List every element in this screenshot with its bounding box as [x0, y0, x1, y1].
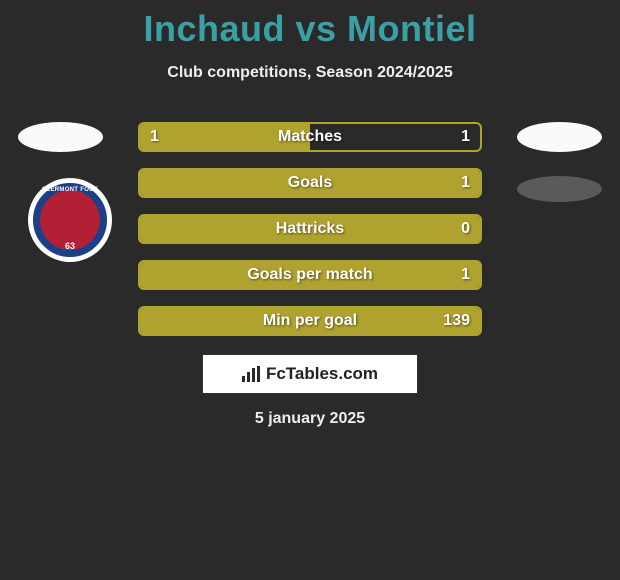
club-right-placeholder-icon: [517, 176, 602, 202]
page-title: Inchaud vs Montiel: [0, 0, 620, 50]
stat-row: Min per goal139: [138, 306, 482, 336]
player-right-placeholder-icon: [517, 122, 602, 152]
stat-right-value: 1: [461, 128, 470, 146]
club-left-logo-icon: CLERMONT FOOT 63: [28, 178, 112, 262]
brand-attribution[interactable]: FcTables.com: [202, 354, 418, 394]
stats-list: 1Matches1Goals1Hattricks0Goals per match…: [138, 122, 482, 352]
stat-row: 1Matches1: [138, 122, 482, 152]
stat-label: Goals: [140, 174, 480, 192]
stat-right-value: 1: [461, 266, 470, 284]
stat-label: Matches: [140, 128, 480, 146]
club-logo-bottom-text: 63: [65, 241, 75, 251]
stat-right-value: 0: [461, 220, 470, 238]
stat-right-value: 1: [461, 174, 470, 192]
stat-label: Hattricks: [140, 220, 480, 238]
stat-label: Min per goal: [140, 312, 480, 330]
stat-label: Goals per match: [140, 266, 480, 284]
player-left-placeholder-icon: [18, 122, 103, 152]
stat-row: Goals1: [138, 168, 482, 198]
club-logo-top-text: CLERMONT FOOT: [33, 187, 107, 193]
date-text: 5 january 2025: [0, 410, 620, 428]
brand-bars-icon: [242, 366, 262, 382]
stat-row: Hattricks0: [138, 214, 482, 244]
stat-right-value: 139: [443, 312, 470, 330]
page-subtitle: Club competitions, Season 2024/2025: [0, 64, 620, 82]
stat-row: Goals per match1: [138, 260, 482, 290]
brand-text: FcTables.com: [266, 364, 378, 384]
